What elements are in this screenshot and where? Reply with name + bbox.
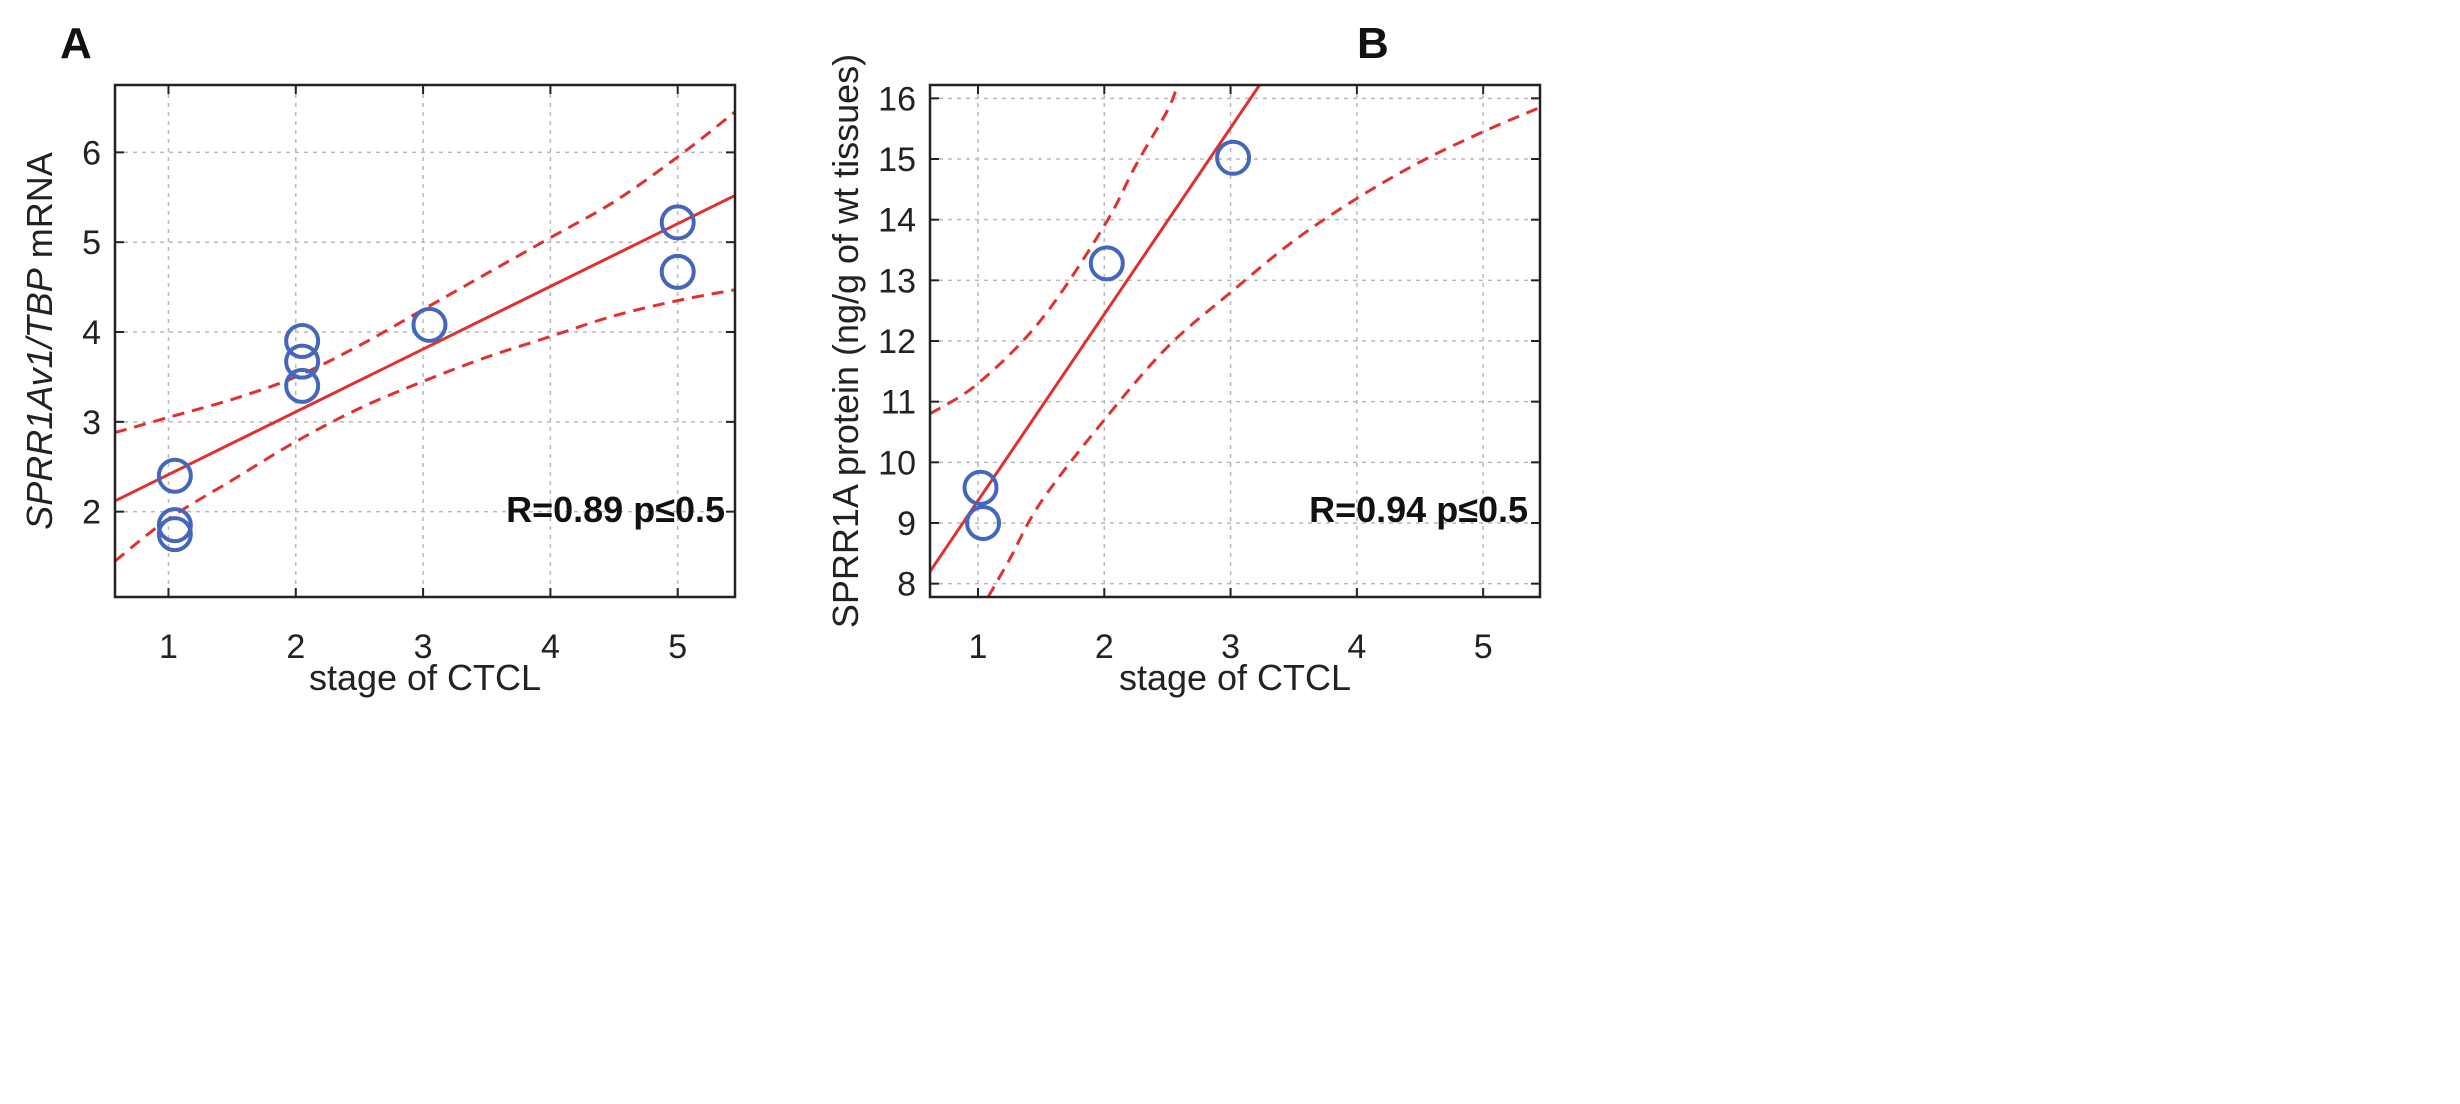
panel-a-y-axis-label-part-1: mRNA [19,152,60,268]
panel-a-xtick-label-5: 5 [668,628,687,666]
panel-b-correlation-annotation: R=0.94 p≤0.5 [1309,489,1528,530]
panel-b-point-3 [1215,139,1252,176]
panel-a-point-2 [156,516,193,553]
panel-a-point-0 [156,457,193,494]
panel-a-xtick-label-2: 2 [286,628,305,666]
panel-a-ytick-label-4: 4 [82,314,101,352]
panel-b-ytick-label-14: 14 [878,202,916,240]
panel-a-point-5 [284,367,321,404]
panel-b-xtick-label-2: 2 [1095,628,1114,666]
panel-b-ytick-label-12: 12 [878,323,916,361]
panel-b-point-0 [962,469,999,506]
panel-b-ci-lower [986,106,1540,597]
panel-b-ytick-label-16: 16 [878,80,916,118]
panel-a-fit-line [115,194,735,503]
panel-b-point-1 [965,504,1002,541]
panel-a-point-1 [156,507,193,544]
panel-a-xtick-label-3: 3 [414,628,433,666]
panel-b-fit-line [930,85,1261,573]
panel-a-point-3 [284,323,321,359]
panel-b-ci-upper [930,85,1179,416]
panel-b-point-2 [1088,245,1125,282]
panel-a-frame [113,83,737,599]
panel-a-xtick-label-4: 4 [541,628,560,666]
panel-a-plot-area [115,110,735,563]
panel-b-label: B [1357,19,1389,68]
panel-a-ytick-label-5: 5 [82,224,101,262]
panel-a-ytick-label-6: 6 [82,134,101,172]
panel-a-y-axis-label-part-0: SPRR1Av1/TBP [19,268,60,529]
panel-a-point-7 [659,204,696,241]
panel-b-ytick-label-10: 10 [878,444,916,482]
panel-a-ci-upper [115,110,735,435]
panel-b-y-axis-label: SPRR1A protein (ng/g of wt tissues) [825,54,866,628]
panel-b-xtick-label-3: 3 [1221,628,1240,666]
panel-b-y-axis-label-part-0: SPRR1A protein (ng/g of wt tissues) [825,54,866,628]
panel-b-ytick-label-13: 13 [878,262,916,300]
panel-a-y-axis-label: SPRR1Av1/TBP mRNA [19,152,60,529]
panel-b-ytick-label-11: 11 [881,384,916,422]
panel-b-xtick-label-5: 5 [1474,628,1493,666]
panel-a-ytick-label-3: 3 [82,404,101,442]
panel-a-point-8 [659,253,696,290]
panel-b-xtick-label-1: 1 [969,628,988,666]
panel-a-x-axis-label: stage of CTCL [309,657,541,698]
panel-b-ytick-label-9: 9 [897,505,916,543]
panel-a-correlation-annotation: R=0.89 p≤0.5 [506,489,725,530]
panel-b-xtick-label-4: 4 [1347,628,1366,666]
panel-b-x-axis-label: stage of CTCL [1119,657,1351,698]
panel-b-ytick-label-15: 15 [878,141,916,179]
panel-b-plot-area [930,85,1540,597]
panel-a-ytick-label-2: 2 [82,494,101,532]
panel-a-point-4 [284,343,321,380]
panel-a-xtick-label-1: 1 [159,628,178,666]
panel-a-chart: A 1 2 3 4 5 2 3 4 5 6 stage of CTCL SPRR1Av1/TBP mR… [19,19,737,698]
panel-a-label: A [60,19,92,68]
panel-a-point-6 [411,306,448,343]
panel-b-ytick-label-8: 8 [897,566,916,604]
